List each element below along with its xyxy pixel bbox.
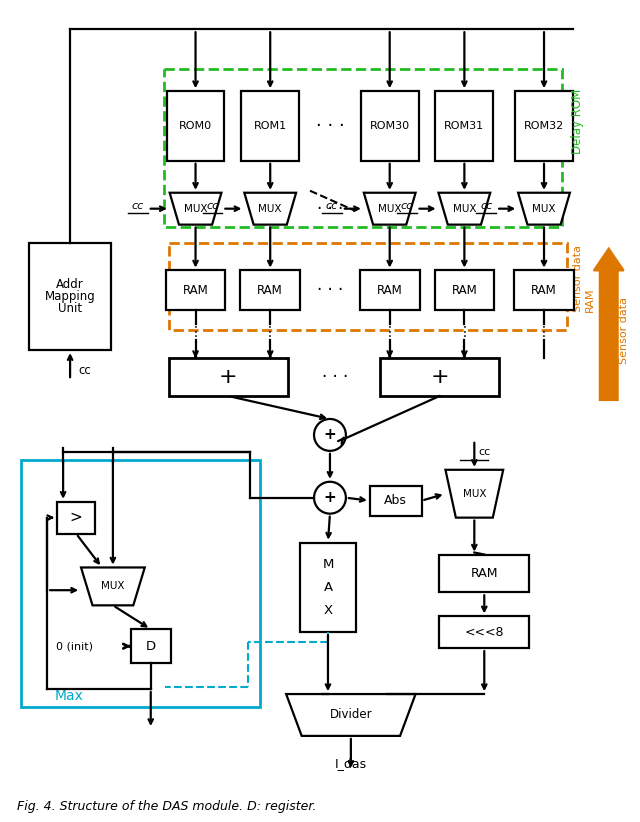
FancyBboxPatch shape <box>435 270 494 311</box>
Text: · · ·: · · · <box>316 117 344 135</box>
Text: cc: cc <box>132 201 144 210</box>
Text: Sensor data: Sensor data <box>619 297 628 364</box>
Polygon shape <box>438 192 490 224</box>
Text: Unit: Unit <box>58 302 82 315</box>
Circle shape <box>314 482 346 514</box>
FancyBboxPatch shape <box>360 270 420 311</box>
Text: Addr: Addr <box>56 278 84 291</box>
Text: <<<8: <<<8 <box>465 626 504 639</box>
Text: Fig. 4. Structure of the DAS module. D: register.: Fig. 4. Structure of the DAS module. D: … <box>17 800 317 813</box>
Text: Mapping: Mapping <box>45 290 95 302</box>
FancyBboxPatch shape <box>241 270 300 311</box>
FancyBboxPatch shape <box>435 91 493 161</box>
FancyBboxPatch shape <box>514 270 574 311</box>
FancyBboxPatch shape <box>370 486 422 515</box>
Text: ⋮: ⋮ <box>458 326 471 339</box>
Text: RAM: RAM <box>451 284 477 297</box>
Text: cc: cc <box>206 201 219 210</box>
Text: ROM32: ROM32 <box>524 121 564 131</box>
Text: MUX: MUX <box>378 204 401 214</box>
Text: +: + <box>324 427 337 442</box>
Text: RAM: RAM <box>182 284 209 297</box>
FancyBboxPatch shape <box>166 91 225 161</box>
Polygon shape <box>445 470 503 518</box>
Text: RAM: RAM <box>470 567 498 580</box>
Text: >: > <box>70 510 83 525</box>
FancyArrow shape <box>594 248 623 400</box>
Text: MUX: MUX <box>259 204 282 214</box>
Text: A: A <box>323 581 333 594</box>
Text: +: + <box>430 367 449 387</box>
FancyBboxPatch shape <box>300 543 356 632</box>
Text: ROM31: ROM31 <box>444 121 484 131</box>
Text: MUX: MUX <box>101 581 125 591</box>
Text: · · ·: · · · <box>322 368 348 386</box>
Text: Max: Max <box>54 689 84 703</box>
Polygon shape <box>364 192 415 224</box>
Polygon shape <box>244 192 296 224</box>
FancyBboxPatch shape <box>166 270 225 311</box>
Text: D: D <box>146 640 156 653</box>
Text: +: + <box>219 367 237 387</box>
Text: cc: cc <box>480 201 492 210</box>
Text: ⋮: ⋮ <box>189 326 202 339</box>
Polygon shape <box>81 567 145 605</box>
Text: cc: cc <box>78 363 91 376</box>
Text: MUX: MUX <box>532 204 556 214</box>
Text: M: M <box>323 558 333 571</box>
FancyBboxPatch shape <box>380 358 499 396</box>
FancyBboxPatch shape <box>361 91 419 161</box>
Text: cc: cc <box>326 201 338 210</box>
Text: ROM1: ROM1 <box>253 121 287 131</box>
Text: · · ·: · · · <box>317 281 343 299</box>
Text: · · ·: · · · <box>317 200 343 218</box>
Text: cc: cc <box>478 447 490 457</box>
FancyBboxPatch shape <box>29 242 111 350</box>
Text: +: + <box>324 490 337 506</box>
FancyBboxPatch shape <box>57 501 95 533</box>
Polygon shape <box>286 694 415 736</box>
Text: ⋮: ⋮ <box>383 326 397 339</box>
Text: RAM: RAM <box>257 284 283 297</box>
Text: RAM: RAM <box>377 284 403 297</box>
Text: Abs: Abs <box>384 494 407 507</box>
Text: RAM: RAM <box>531 284 557 297</box>
Text: ⋮: ⋮ <box>263 326 277 339</box>
Polygon shape <box>170 192 221 224</box>
FancyBboxPatch shape <box>515 91 573 161</box>
Text: I_das: I_das <box>335 757 367 770</box>
Polygon shape <box>518 192 570 224</box>
FancyBboxPatch shape <box>241 91 299 161</box>
Circle shape <box>314 419 346 450</box>
Text: Divider: Divider <box>330 709 372 722</box>
FancyBboxPatch shape <box>440 616 529 649</box>
Text: MUX: MUX <box>463 489 486 499</box>
FancyBboxPatch shape <box>131 630 171 663</box>
Text: Sensor data
RAM: Sensor data RAM <box>573 245 595 312</box>
Text: ROM0: ROM0 <box>179 121 212 131</box>
Text: 0 (init): 0 (init) <box>56 641 93 651</box>
Text: Delay ROM: Delay ROM <box>571 88 584 154</box>
Text: MUX: MUX <box>452 204 476 214</box>
Text: ROM30: ROM30 <box>370 121 410 131</box>
FancyBboxPatch shape <box>169 358 288 396</box>
Text: X: X <box>323 604 333 616</box>
FancyBboxPatch shape <box>440 555 529 593</box>
Text: ⋮: ⋮ <box>537 326 551 339</box>
Text: MUX: MUX <box>184 204 207 214</box>
Text: cc: cc <box>401 201 413 210</box>
